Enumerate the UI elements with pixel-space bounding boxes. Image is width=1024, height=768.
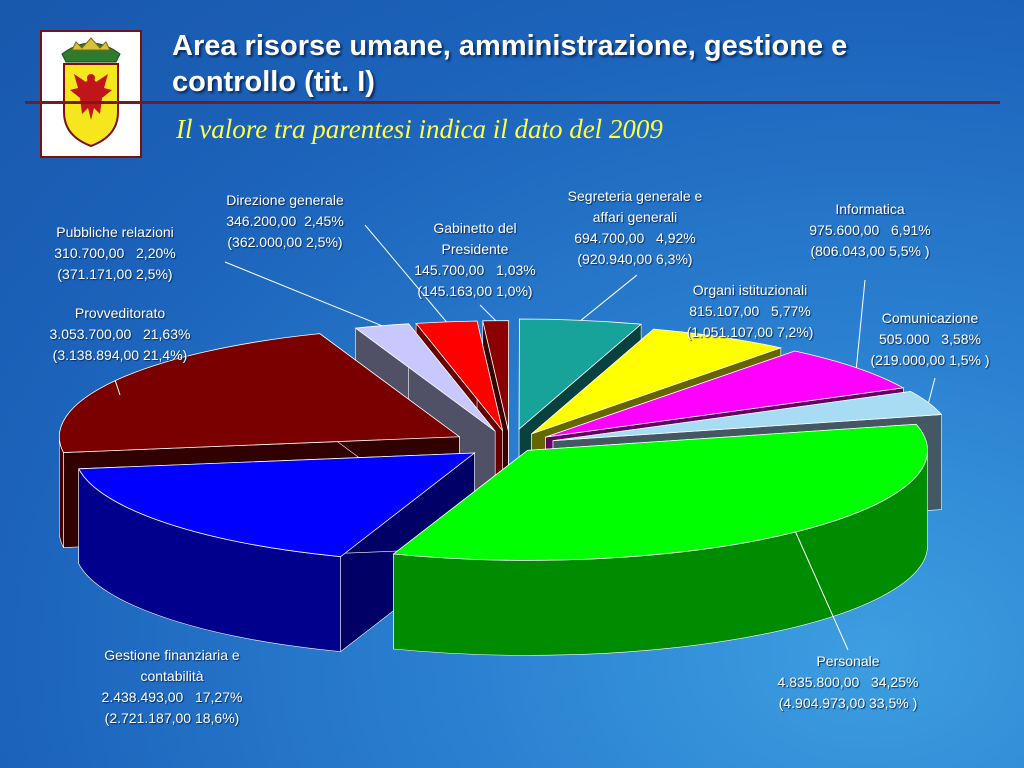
pie-slice-9-top <box>482 320 510 431</box>
pie-slice-5 <box>78 452 476 653</box>
coat-of-arms-logo <box>40 30 142 158</box>
title-line-2: controllo (tit. I) <box>172 66 375 98</box>
leader-line-6 <box>114 380 121 396</box>
eagle-coat-of-arms-icon <box>61 37 121 148</box>
pie-slice-2-top <box>545 350 905 438</box>
slice-label-9: Gabinetto del Presidente 145.700,00 1,03… <box>414 220 536 299</box>
leader-line-7 <box>224 261 383 327</box>
pie-slice-1-top <box>531 328 783 435</box>
slice-label-4: Personale 4.835.800,00 34,25% (4.904.973… <box>777 653 919 711</box>
leader-line-2 <box>855 279 866 368</box>
slice-label-6: Provveditorato 3.053.700,00 21,63% (3.13… <box>49 305 191 363</box>
pie-slice-6-wall <box>59 436 64 548</box>
title-divider <box>25 101 1000 104</box>
page-subtitle: Il valore tra parentesi indica il dato d… <box>176 114 663 144</box>
pie-slice-3-top <box>552 391 943 442</box>
slice-label-2: Informatica 975.600,00 6,91% (806.043,00… <box>809 201 931 259</box>
leader-line-8 <box>364 224 447 323</box>
slice-label-7: Pubbliche relazioni 310.700,00 2,20% (37… <box>54 224 176 282</box>
page-title: Area risorse umane, amministrazione, ges… <box>172 28 972 100</box>
pie-slice-4-top <box>392 423 928 561</box>
pie-slice-5-top <box>78 452 476 558</box>
title-line-1: Area risorse umane, amministrazione, ges… <box>172 30 848 62</box>
leader-line-9 <box>479 304 497 322</box>
slice-label-8: Direzione generale 346.200,00 2,45% (362… <box>226 192 344 250</box>
leader-line-0 <box>580 274 638 321</box>
pie-slice-0-top <box>518 318 643 430</box>
pie-slice-4 <box>392 423 928 656</box>
leader-line-4 <box>795 531 849 651</box>
slice-label-0: Segreteria generale e affari generali 69… <box>567 188 703 267</box>
slice-label-5: Gestione finanziaria e contabilità 2.438… <box>101 647 243 726</box>
slice-label-1: Organi istituzionali 815.107,00 5,77% (1… <box>686 282 814 340</box>
leader-line-3 <box>928 377 936 403</box>
slice-label-3: Comunicazione 505.000 3,58% (219.000,00 … <box>870 310 990 368</box>
